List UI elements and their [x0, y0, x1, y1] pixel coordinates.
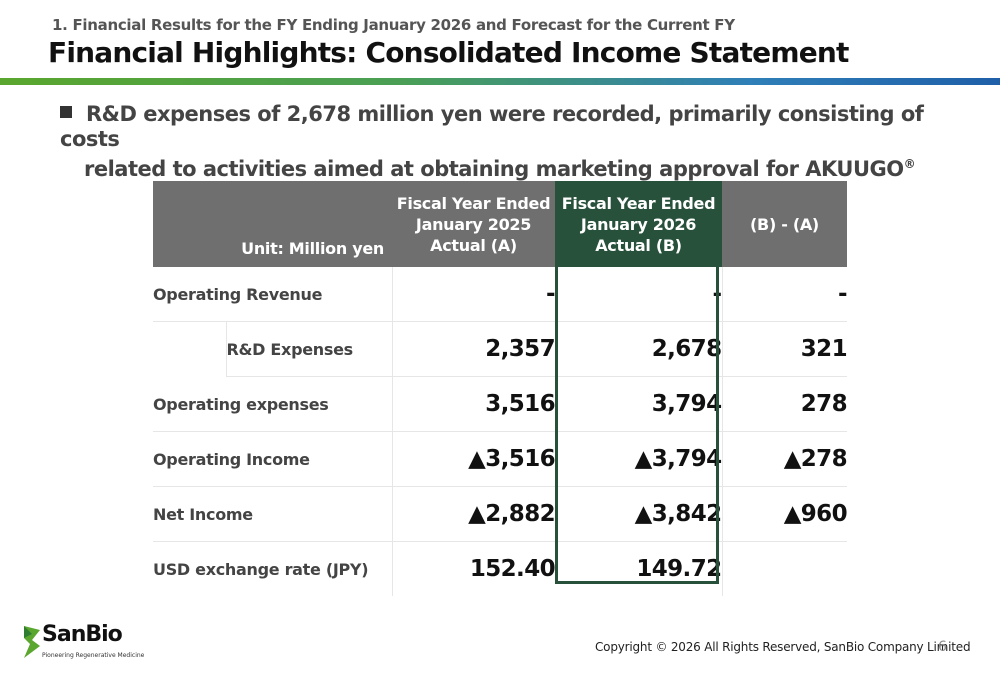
col-header-diff: (B) - (A) [722, 181, 847, 267]
row-label: USD exchange rate (JPY) [153, 559, 369, 579]
title-divider-bar [0, 78, 1000, 85]
value-a: 152.40 [391, 541, 556, 596]
section-label: 1. Financial Results for the FY Ending J… [52, 16, 735, 34]
value-diff: 321 [721, 321, 848, 377]
value-diff: 278 [721, 376, 848, 432]
bullet-text: R&D expenses of 2,678 million yen were r… [60, 102, 940, 182]
col-a-line-3: Actual (A) [430, 235, 517, 255]
sanbio-logo: SanBio Pioneering Regenerative Medicine [22, 622, 144, 664]
col-header-fy2026: Fiscal Year Ended January 2026 Actual (B… [555, 181, 722, 267]
value-diff [721, 541, 847, 596]
value-a: ▲3,516 [391, 431, 556, 487]
value-b: 149.72 [636, 556, 722, 582]
table-row: R&D Expenses 2,357 2,678 321 [153, 321, 848, 377]
value-b: - [555, 267, 722, 322]
col-b-line-2: January 2026 [580, 214, 697, 234]
bullet-line-1: R&D expenses of 2,678 million yen were r… [60, 102, 940, 152]
col-b-line-3: Actual (B) [595, 235, 682, 255]
table-row: USD exchange rate (JPY) 152.40 149.72 [153, 541, 847, 596]
bullet-line-2-text: related to activities aimed at obtaining… [84, 157, 904, 181]
row-label: Net Income [153, 486, 392, 542]
value-a: ▲2,882 [391, 486, 556, 542]
row-indent [153, 322, 226, 377]
page-title: Financial Highlights: Consolidated Incom… [48, 36, 849, 69]
col-a-line-1: Fiscal Year Ended [396, 193, 551, 213]
value-b: ▲3,842 [555, 486, 722, 542]
copyright-text: Copyright © 2026 All Rights Reserved, Sa… [595, 640, 971, 654]
unit-header: Unit: Million yen [153, 181, 392, 267]
value-a: - [391, 267, 556, 322]
value-b: ▲3,794 [555, 431, 722, 487]
row-label: Operating expenses [153, 376, 392, 432]
value-diff: - [721, 267, 848, 322]
bullet-line-2: related to activities aimed at obtaining… [60, 152, 940, 182]
table-row: Operating Revenue - - - [153, 267, 848, 322]
logo-mark-icon [24, 626, 40, 658]
bullet-square-icon [60, 106, 72, 118]
value-diff: ▲278 [721, 431, 848, 487]
value-diff: ▲960 [721, 486, 848, 542]
row-label: Operating Revenue [153, 267, 392, 322]
row-label: R&D Expenses [225, 321, 392, 377]
table-row: Operating Income ▲3,516 ▲3,794 ▲278 [153, 431, 848, 487]
row-label: Operating Income [153, 431, 392, 487]
bullet-line-1-text: R&D expenses of 2,678 million yen were r… [60, 102, 924, 151]
registered-mark: ® [903, 157, 916, 171]
logo-tagline: Pioneering Regenerative Medicine [42, 652, 145, 659]
col-header-fy2025: Fiscal Year Ended January 2025 Actual (A… [392, 181, 555, 267]
table-row: Net Income ▲2,882 ▲3,842 ▲960 [153, 486, 848, 542]
page-number: 6 [938, 639, 947, 655]
income-statement-table: Unit: Million yen Fiscal Year Ended Janu… [153, 181, 848, 596]
value-a: 3,516 [391, 376, 556, 432]
value-b: 3,794 [555, 376, 722, 432]
col-b-line-1: Fiscal Year Ended [561, 193, 716, 213]
logo-name: SanBio [42, 622, 123, 647]
value-b: 2,678 [555, 321, 722, 377]
table-row: Operating expenses 3,516 3,794 278 [153, 376, 848, 432]
col-a-line-2: January 2025 [415, 214, 532, 234]
value-a: 2,357 [391, 321, 556, 377]
